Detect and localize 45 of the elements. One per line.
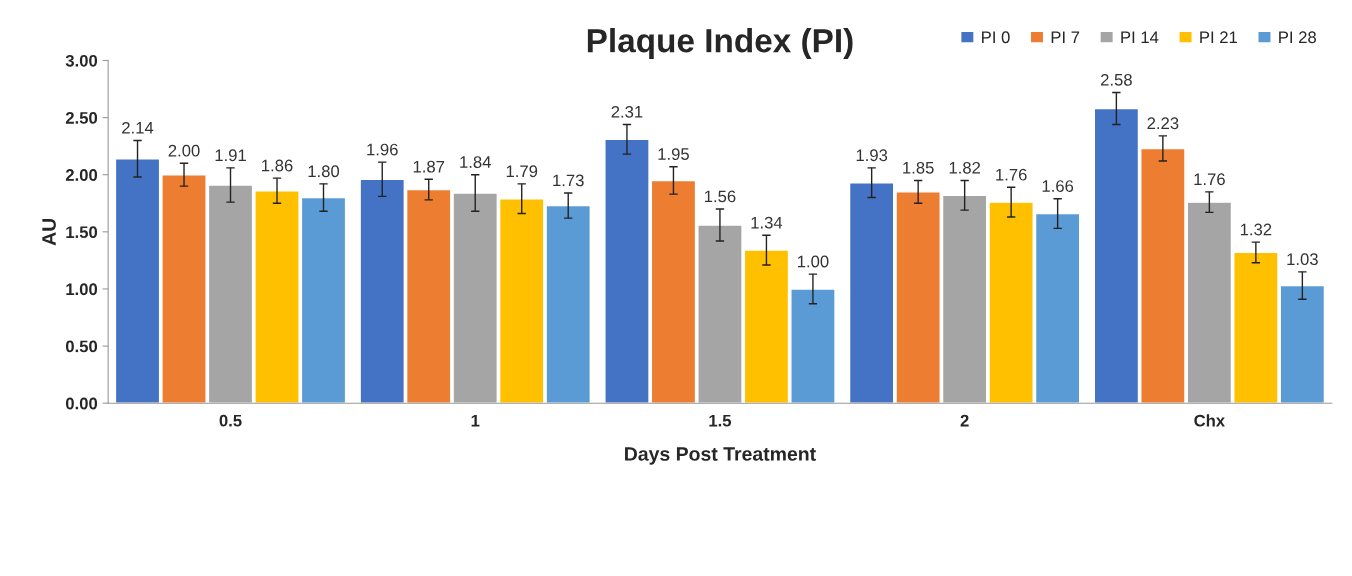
y-tick-label: 1.50 bbox=[66, 226, 98, 239]
legend-label: PI 14 bbox=[1121, 31, 1159, 43]
data-label: 1.76 bbox=[1194, 173, 1225, 186]
chart-title: Plaque Index (PI) bbox=[587, 27, 853, 60]
legend-label: PI 28 bbox=[1279, 31, 1316, 44]
data-label: 2.00 bbox=[168, 144, 200, 157]
y-tick-label: 1.00 bbox=[66, 283, 98, 296]
data-label: 1.66 bbox=[1042, 180, 1074, 192]
x-axis-title: Days Post Treatment bbox=[625, 447, 816, 465]
data-label: 2.31 bbox=[611, 105, 643, 118]
x-tick-label: 0.5 bbox=[219, 414, 242, 427]
data-label: 1.96 bbox=[367, 143, 398, 156]
x-tick-label: 2 bbox=[960, 414, 969, 427]
data-label: 1.91 bbox=[215, 149, 246, 162]
data-label: 2.23 bbox=[1147, 117, 1179, 130]
data-label: 2.58 bbox=[1100, 73, 1132, 86]
data-label: 1.80 bbox=[308, 165, 340, 178]
data-label: 1.73 bbox=[553, 174, 584, 187]
legend-label: PI 7 bbox=[1051, 31, 1080, 43]
data-label: 1.56 bbox=[704, 190, 736, 203]
data-label: 1.95 bbox=[658, 148, 689, 160]
legend-label: PI 21 bbox=[1200, 31, 1237, 43]
y-tick-label: 2.50 bbox=[65, 112, 98, 124]
data-label: 1.76 bbox=[996, 168, 1027, 181]
x-tick-label: 1 bbox=[471, 414, 480, 427]
y-tick-label: 0.00 bbox=[65, 397, 98, 410]
y-tick-label: 0.50 bbox=[65, 340, 98, 353]
legend-label: PI 0 bbox=[982, 31, 1010, 44]
data-label: 1.84 bbox=[460, 156, 491, 168]
y-axis-title: AU bbox=[42, 218, 56, 246]
data-label: 1.86 bbox=[262, 159, 293, 172]
x-tick-label: 1.5 bbox=[709, 414, 732, 427]
data-label: 1.00 bbox=[797, 255, 829, 268]
data-label: 1.82 bbox=[949, 161, 981, 174]
data-label: 1.79 bbox=[506, 165, 538, 178]
data-label: 1.34 bbox=[751, 216, 783, 229]
data-label: 1.85 bbox=[903, 161, 934, 174]
y-tick-label: 2.00 bbox=[65, 169, 98, 181]
data-label: 1.32 bbox=[1240, 223, 1272, 236]
data-label: 1.93 bbox=[856, 149, 888, 162]
data-label: 2.14 bbox=[122, 121, 154, 134]
x-tick-label: Chx bbox=[1194, 414, 1225, 427]
data-label: 1.87 bbox=[413, 160, 445, 173]
y-tick-label: 3.00 bbox=[65, 54, 98, 67]
data-label: 1.03 bbox=[1287, 253, 1318, 266]
